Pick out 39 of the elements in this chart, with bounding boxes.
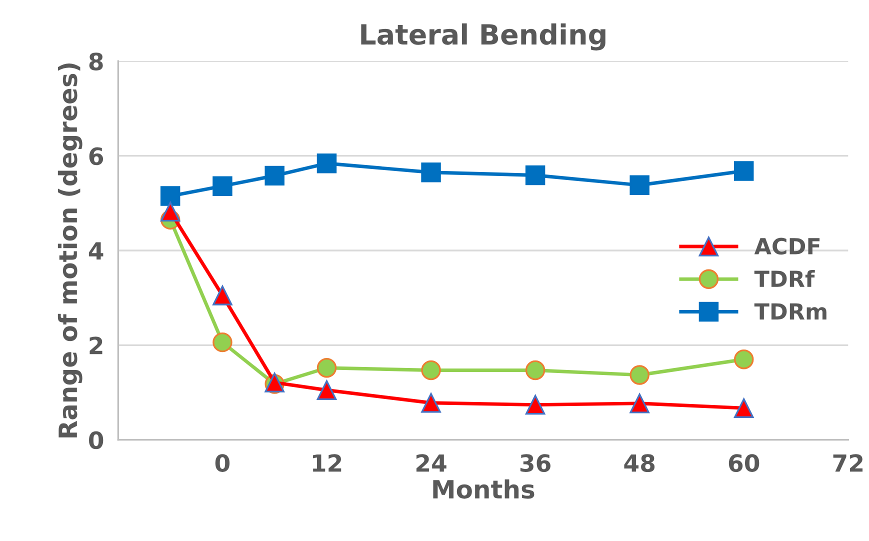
point (316, 358, 337, 378)
point (421, 393, 441, 413)
x-axis-title: Months (433, 479, 534, 499)
y-tick-label: 8 (89, 52, 103, 70)
point (421, 360, 441, 380)
point (212, 176, 232, 196)
point (525, 165, 546, 186)
x-tick-label: 0 (215, 454, 230, 472)
point (212, 332, 232, 352)
point (630, 394, 650, 414)
legend-label: TDRm (754, 303, 826, 320)
x-tick-label: 72 (833, 454, 863, 472)
point (212, 286, 232, 306)
point (734, 349, 754, 370)
y-axis-title: Range of motion (degrees) (58, 63, 82, 438)
point (160, 186, 180, 206)
point (316, 380, 337, 400)
point (630, 175, 650, 196)
legend-label: TDRf (754, 270, 815, 287)
point (264, 166, 284, 186)
point (525, 360, 546, 380)
x-tick-label: 60 (728, 454, 760, 472)
y-tick-label: 4 (88, 242, 104, 260)
x-tick-label: 36 (520, 454, 550, 472)
x-tick-label: 48 (624, 454, 655, 472)
point (734, 161, 754, 181)
y-tick-label: 0 (88, 431, 104, 450)
point (421, 162, 441, 182)
point (525, 394, 546, 415)
point (160, 202, 180, 222)
y-tick-label: 6 (89, 147, 104, 166)
x-tick-label: 12 (312, 454, 342, 472)
chart-title: Lateral Bending (361, 23, 606, 50)
point (630, 365, 650, 385)
x-tick-label: 24 (416, 454, 446, 472)
y-tick-label: 2 (90, 336, 102, 354)
point (316, 154, 337, 174)
point (734, 398, 754, 418)
legend-label: ACDF (754, 238, 820, 255)
